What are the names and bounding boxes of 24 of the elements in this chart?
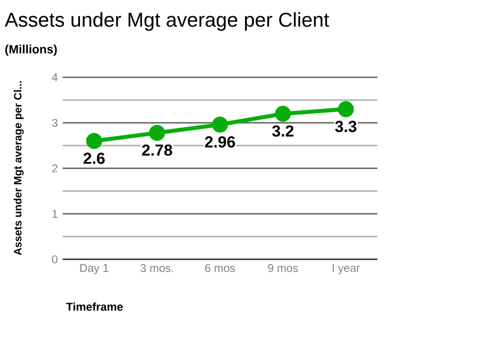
- x-tick-label: 9 mos: [268, 264, 298, 272]
- x-tick-label: 3 mos.: [140, 264, 174, 272]
- x-axis-title: Timeframe: [66, 302, 123, 311]
- point: [149, 124, 166, 141]
- point: [274, 106, 291, 122]
- data-label: 2.6: [84, 152, 105, 164]
- y-tick-label: 1: [52, 210, 58, 218]
- data-label: 3.3: [335, 120, 356, 132]
- y-axis-title: Assets under Mgt average per Cl...: [14, 81, 24, 255]
- data-label: 2.78: [142, 144, 172, 156]
- y-tick-label: 3: [52, 118, 58, 127]
- x-tick-label: 6 mos: [205, 264, 236, 272]
- x-tick-label: Day 1: [80, 264, 108, 274]
- data-label: 2.96: [205, 136, 235, 148]
- y-tick-label: 0: [52, 255, 58, 264]
- chart-title: Assets under Mgt average per Client: [4, 12, 330, 31]
- chart-subtitle: (Millions): [5, 44, 57, 56]
- y-tick-label: 2: [52, 164, 58, 172]
- y-tick-label: 4: [52, 73, 58, 82]
- point: [212, 116, 228, 132]
- point: [338, 101, 354, 118]
- x-tick-label: I year: [332, 264, 360, 274]
- data-label: 3.2: [272, 125, 294, 137]
- point: [86, 132, 102, 149]
